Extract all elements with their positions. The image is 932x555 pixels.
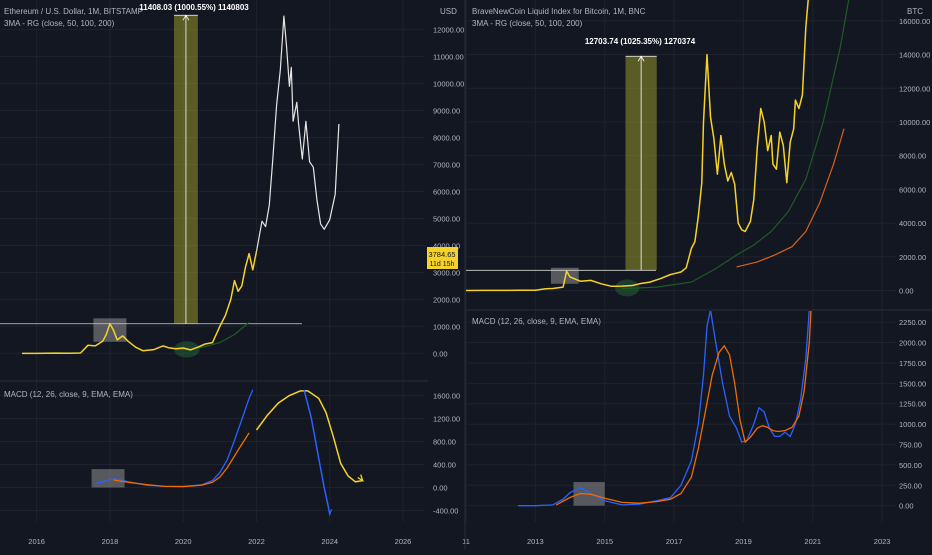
signal-line bbox=[555, 311, 812, 506]
price-tick-label: 16000.00 bbox=[899, 17, 930, 26]
macd-highlight-box bbox=[91, 469, 125, 488]
price-tick-label: 11000.00 bbox=[433, 53, 464, 62]
left-currency-label: USD bbox=[440, 7, 457, 16]
macd-tick-label: 1000.00 bbox=[899, 420, 926, 429]
left-macd-y-axis[interactable]: -400.00 0.00 400.00 800.00 1200.00 1600.00 bbox=[433, 392, 460, 516]
macd-tick-label: 1600.00 bbox=[433, 392, 460, 401]
price-tick-label: 4000.00 bbox=[899, 219, 926, 228]
price-badge: 3784.65 11d 15h bbox=[427, 247, 458, 269]
macd-tick-label: -400.00 bbox=[433, 507, 458, 516]
time-tick-label: 2013 bbox=[527, 537, 544, 546]
right-macd-marks bbox=[518, 311, 812, 507]
projection-line bbox=[255, 15, 340, 252]
left-price-grid bbox=[0, 0, 425, 522]
price-tick-label: 1000.00 bbox=[433, 322, 460, 331]
price-tick-label: 3000.00 bbox=[433, 268, 460, 277]
price-tick-label: 0.00 bbox=[433, 349, 448, 358]
right-price-y-axis[interactable]: 0.00 2000.00 4000.00 6000.00 8000.00 10000.00… bbox=[899, 17, 930, 296]
right-price-grid bbox=[465, 0, 896, 522]
signal-line bbox=[113, 432, 250, 488]
macd-tick-label: 0.00 bbox=[433, 484, 448, 493]
price-tick-label: 7000.00 bbox=[433, 161, 460, 170]
right-currency-label: BTC bbox=[907, 7, 923, 16]
time-tick-label: 2021 bbox=[804, 537, 821, 546]
macd-tick-label: 1750.00 bbox=[899, 359, 926, 368]
ma-line-green bbox=[621, 0, 850, 290]
time-tick-label: 2018 bbox=[102, 537, 119, 546]
price-tick-label: 8000.00 bbox=[899, 152, 926, 161]
badge-price: 3784.65 bbox=[428, 250, 455, 259]
time-tick-label: 2017 bbox=[666, 537, 683, 546]
macd-projection-line bbox=[303, 389, 333, 517]
left-measure-label: 11408.03 (1000.55%) 1140803 bbox=[139, 3, 249, 12]
badge-countdown: 11d 15h bbox=[430, 261, 455, 268]
left-time-axis[interactable]: 2016 2018 2020 2022 2024 2026 bbox=[28, 537, 411, 546]
right-price-marks bbox=[466, 0, 850, 297]
price-tick-label: 8000.00 bbox=[433, 134, 460, 143]
time-tick-label: 2023 bbox=[874, 537, 891, 546]
left-indicator-label[interactable]: 3MA - RG (close, 50, 100, 200) bbox=[4, 19, 115, 28]
price-tick-label: 2000.00 bbox=[433, 295, 460, 304]
macd-tick-label: 2250.00 bbox=[899, 318, 926, 327]
macd-projection-arrow bbox=[357, 474, 364, 483]
price-tick-label: 6000.00 bbox=[899, 185, 926, 194]
macd-projection-curve bbox=[255, 390, 363, 483]
price-tick-label: 12000.00 bbox=[433, 26, 464, 35]
macd-tick-label: 2000.00 bbox=[899, 339, 926, 348]
time-tick-label: 2024 bbox=[321, 537, 338, 546]
macd-tick-label: 750.00 bbox=[899, 441, 922, 450]
price-tick-label: 12000.00 bbox=[899, 84, 930, 93]
right-macd-label[interactable]: MACD (12, 26, close, 9, EMA, EMA) bbox=[472, 317, 601, 326]
price-tick-label: 4000.00 bbox=[433, 241, 460, 250]
left-price-y-axis[interactable]: 0.00 1000.00 2000.00 3000.00 4000.00 5000.00 6… bbox=[433, 26, 464, 359]
left-macd-grid bbox=[0, 395, 425, 511]
time-tick-label: 2016 bbox=[28, 537, 45, 546]
macd-tick-label: 1250.00 bbox=[899, 400, 926, 409]
macd-tick-label: 250.00 bbox=[899, 481, 922, 490]
left-chart-panel[interactable]: 0.00 1000.00 2000.00 3000.00 4000.00 5000.00 6… bbox=[0, 0, 464, 546]
time-tick-label: 2015 bbox=[596, 537, 613, 546]
macd-tick-label: 500.00 bbox=[899, 461, 922, 470]
time-tick-label: 2026 bbox=[395, 537, 412, 546]
price-line bbox=[466, 0, 809, 292]
price-tick-label: 6000.00 bbox=[433, 188, 460, 197]
price-tick-label: 10000.00 bbox=[433, 80, 464, 89]
left-chart-title: Ethereum / U.S. Dollar, 1M, BITSTAMP bbox=[4, 7, 143, 16]
right-indicator-label[interactable]: 3MA - RG (close, 50, 100, 200) bbox=[472, 19, 583, 28]
right-chart-title: BraveNewCoin Liquid Index for Bitcoin, 1… bbox=[472, 7, 646, 16]
right-macd-grid bbox=[466, 321, 896, 507]
right-macd-y-axis[interactable]: 0.00 250.00 500.00 750.00 1000.00 1250.00 1500… bbox=[899, 318, 926, 511]
right-chart-panel[interactable]: 0.00 2000.00 4000.00 6000.00 8000.00 10000.00… bbox=[462, 0, 930, 546]
ma-line-orange bbox=[736, 128, 845, 268]
price-tick-label: 9000.00 bbox=[433, 107, 460, 116]
macd-tick-label: 400.00 bbox=[433, 461, 456, 470]
left-macd-marks bbox=[91, 389, 364, 517]
right-time-axis[interactable]: 11 2013 2015 2017 2019 2021 2023 bbox=[462, 537, 890, 546]
left-price-marks bbox=[0, 14, 340, 358]
left-macd-label[interactable]: MACD (12, 26, close, 9, EMA, EMA) bbox=[4, 390, 133, 399]
macd-tick-label: 1200.00 bbox=[433, 415, 460, 424]
macd-tick-label: 1500.00 bbox=[899, 379, 926, 388]
macd-line bbox=[518, 311, 810, 507]
right-measure-label: 12703.74 (1025.35%) 1270374 bbox=[585, 37, 696, 46]
highlight-box bbox=[93, 318, 127, 342]
price-tick-label: 10000.00 bbox=[899, 118, 930, 127]
price-line bbox=[22, 251, 258, 355]
price-tick-label: 5000.00 bbox=[433, 214, 460, 223]
price-tick-label: 2000.00 bbox=[899, 253, 926, 262]
time-tick-label: 11 bbox=[462, 537, 470, 546]
price-tick-label: 14000.00 bbox=[899, 51, 930, 60]
price-tick-label: 0.00 bbox=[899, 287, 914, 296]
time-tick-label: 2020 bbox=[175, 537, 192, 546]
macd-tick-label: 0.00 bbox=[899, 502, 914, 511]
time-tick-label: 2019 bbox=[735, 537, 752, 546]
macd-tick-label: 800.00 bbox=[433, 438, 456, 447]
time-tick-label: 2022 bbox=[248, 537, 265, 546]
